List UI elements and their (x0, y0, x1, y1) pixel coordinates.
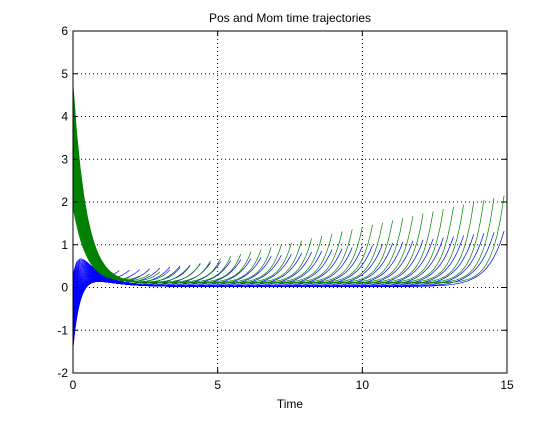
y-tick-label: 6 (61, 24, 68, 38)
x-axis-label: Time (277, 397, 304, 411)
y-tick-label: 5 (61, 67, 68, 81)
x-tick-label: 15 (500, 378, 514, 392)
y-tick-label: -1 (57, 323, 68, 337)
x-tick-label: 10 (356, 378, 370, 392)
y-tick-label: 0 (61, 281, 68, 295)
x-tick-label: 0 (70, 378, 77, 392)
x-tick-label: 5 (214, 378, 221, 392)
y-tick-label: -2 (57, 366, 68, 380)
y-tick-label: 2 (61, 195, 68, 209)
y-tick-label: 4 (61, 110, 68, 124)
chart-title: Pos and Mom time trajectories (209, 11, 371, 25)
y-tick-label: 1 (61, 238, 68, 252)
y-tick-label: 3 (61, 152, 68, 166)
